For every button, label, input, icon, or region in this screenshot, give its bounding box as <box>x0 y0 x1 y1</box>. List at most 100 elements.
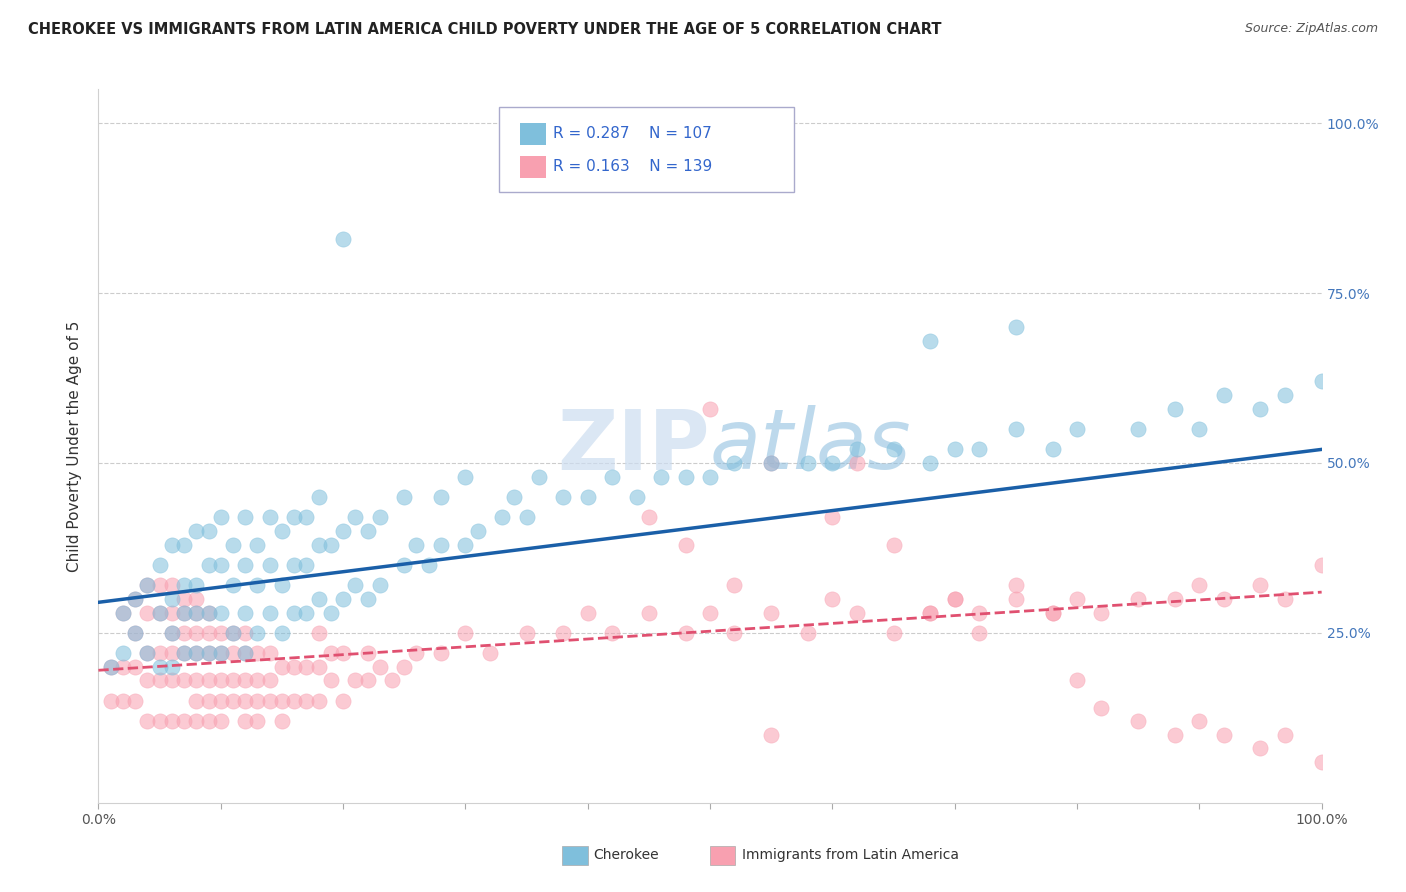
Point <box>100 660 122 674</box>
Point <box>344 673 367 688</box>
Point <box>149 558 172 572</box>
Point <box>149 606 172 620</box>
Point <box>920 456 942 470</box>
Point <box>160 714 183 729</box>
Point <box>723 578 745 592</box>
Point <box>111 606 134 620</box>
Point <box>845 606 868 620</box>
Text: Source: ZipAtlas.com: Source: ZipAtlas.com <box>1244 22 1378 36</box>
Point <box>638 510 661 524</box>
Point <box>576 606 599 620</box>
Point <box>197 714 219 729</box>
Point <box>233 510 256 524</box>
Point <box>259 694 281 708</box>
Point <box>454 626 477 640</box>
Point <box>1274 591 1296 606</box>
Point <box>136 578 159 592</box>
Point <box>883 442 905 457</box>
Point <box>124 694 146 708</box>
Point <box>1212 728 1234 742</box>
Point <box>233 558 256 572</box>
Point <box>920 606 942 620</box>
Point <box>943 442 966 457</box>
Point <box>319 537 342 551</box>
Point <box>308 537 330 551</box>
Point <box>197 606 219 620</box>
Point <box>222 578 245 592</box>
Point <box>149 606 172 620</box>
Point <box>1310 558 1333 572</box>
Point <box>124 591 146 606</box>
Text: Cherokee: Cherokee <box>593 848 659 863</box>
Text: R = 0.163    N = 139: R = 0.163 N = 139 <box>553 160 711 174</box>
Point <box>160 578 183 592</box>
Point <box>821 510 844 524</box>
Point <box>1004 578 1026 592</box>
Point <box>186 524 208 538</box>
Point <box>173 626 195 640</box>
Point <box>454 469 477 483</box>
Point <box>1090 700 1112 714</box>
Point <box>821 591 844 606</box>
Point <box>295 694 318 708</box>
Point <box>233 606 256 620</box>
Point <box>1212 388 1234 402</box>
Point <box>111 646 134 660</box>
Point <box>761 606 783 620</box>
Point <box>186 626 208 640</box>
Point <box>270 694 294 708</box>
Point <box>160 626 183 640</box>
Point <box>1042 606 1064 620</box>
Point <box>761 456 783 470</box>
Point <box>197 626 219 640</box>
Point <box>233 714 256 729</box>
Point <box>1310 375 1333 389</box>
Point <box>136 646 159 660</box>
Point <box>149 660 172 674</box>
Point <box>1042 606 1064 620</box>
Point <box>136 606 159 620</box>
Point <box>222 626 245 640</box>
Text: Immigrants from Latin America: Immigrants from Latin America <box>742 848 959 863</box>
Point <box>1274 388 1296 402</box>
Point <box>270 626 294 640</box>
Text: ZIP: ZIP <box>558 406 710 486</box>
Point <box>1249 578 1271 592</box>
Point <box>576 490 599 504</box>
Point <box>186 646 208 660</box>
Point <box>233 673 256 688</box>
Point <box>405 537 427 551</box>
Point <box>883 626 905 640</box>
Point <box>160 591 183 606</box>
Point <box>197 606 219 620</box>
Point <box>270 524 294 538</box>
Point <box>381 673 404 688</box>
Point <box>124 591 146 606</box>
Point <box>160 673 183 688</box>
Point <box>209 606 232 620</box>
Point <box>149 578 172 592</box>
Point <box>600 626 623 640</box>
Point <box>283 606 305 620</box>
Point <box>1042 442 1064 457</box>
Point <box>246 646 269 660</box>
Point <box>1164 591 1187 606</box>
Point <box>503 490 526 504</box>
Point <box>845 456 868 470</box>
Point <box>845 442 868 457</box>
Point <box>943 591 966 606</box>
Point <box>160 537 183 551</box>
Point <box>222 646 245 660</box>
Point <box>1310 755 1333 769</box>
Point <box>553 626 575 640</box>
Point <box>173 591 195 606</box>
Point <box>233 694 256 708</box>
Point <box>1004 320 1026 334</box>
Point <box>197 673 219 688</box>
Point <box>1249 401 1271 416</box>
Point <box>186 673 208 688</box>
Point <box>308 490 330 504</box>
Point <box>1066 673 1088 688</box>
Point <box>173 714 195 729</box>
Point <box>344 578 367 592</box>
